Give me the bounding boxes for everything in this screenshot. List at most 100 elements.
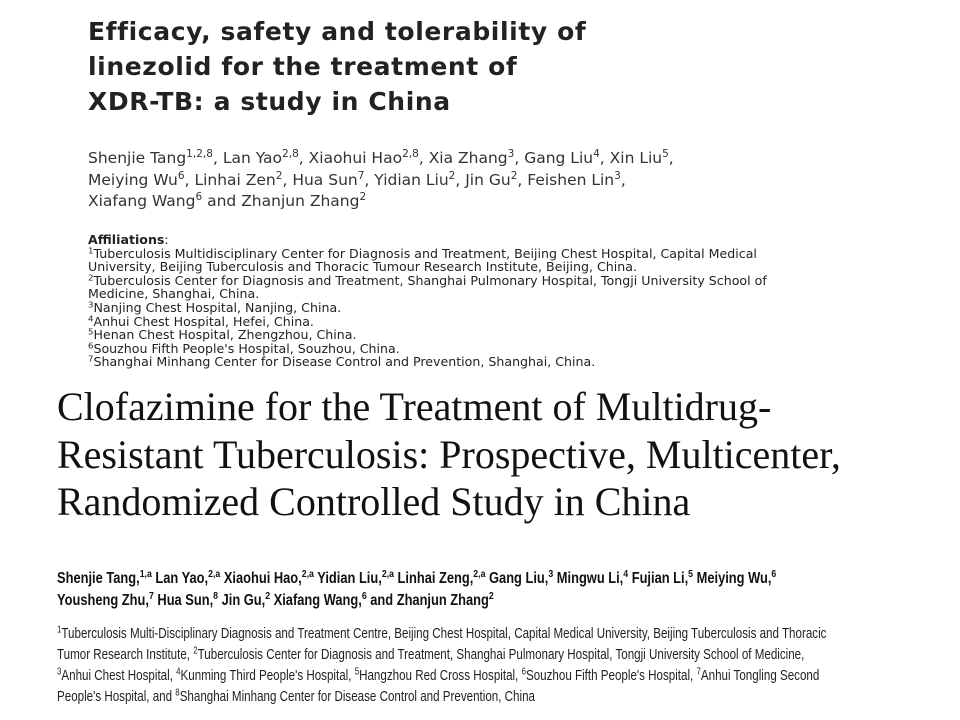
author: Xia Zhang3, bbox=[429, 149, 525, 167]
affiliation-marker: 4 bbox=[623, 568, 629, 581]
affiliation-text: Medicine, Shanghai, China. bbox=[88, 287, 260, 302]
title-line: XDR-TB: a study in China bbox=[88, 87, 451, 116]
separator: , bbox=[298, 149, 309, 167]
paper1-affiliations: Affiliations: 1Tuberculosis Multidiscipli… bbox=[88, 233, 960, 370]
author-name: Meiying Wu, bbox=[696, 570, 772, 587]
author: Xin Liu5, bbox=[610, 149, 674, 167]
affiliation-marker: 2,a bbox=[473, 568, 486, 581]
affiliation-number: 5 bbox=[88, 326, 94, 337]
paper2-affiliations: 1Tuberculosis Multi-Disciplinary Diagnos… bbox=[57, 624, 937, 708]
affiliation-marker: 5 bbox=[688, 568, 694, 581]
affiliation-marker: 2,8 bbox=[402, 148, 419, 161]
affiliation-line: 7Shanghai Minhang Center for Disease Con… bbox=[88, 353, 960, 370]
paper1-authors: Shenjie Tang1,2,8, Lan Yao2,8, Xiaohui H… bbox=[88, 148, 888, 213]
affiliation-marker: 7 bbox=[357, 169, 365, 182]
affiliation-text: Tuberculosis Multidisciplinary Center fo… bbox=[93, 246, 757, 261]
affiliation-marker: 6 bbox=[177, 169, 185, 182]
affiliation-line: Tumor Research Institute, 2Tuberculosis … bbox=[57, 645, 937, 666]
author: Lan Yao,2,a bbox=[155, 568, 223, 587]
affiliation-text: University, Beijing Tuberculosis and Tho… bbox=[88, 260, 637, 275]
author: Meiying Wu6, bbox=[88, 169, 195, 189]
affiliation-line: 3Anhui Chest Hospital, 4Kunming Third Pe… bbox=[57, 666, 937, 687]
affiliation-number: 2 bbox=[88, 272, 94, 283]
author-name: Feishen Lin bbox=[527, 170, 615, 189]
author-line: Shenjie Tang1,2,8, Lan Yao2,8, Xiaohui H… bbox=[88, 148, 888, 170]
author: Jin Gu2, bbox=[465, 169, 527, 188]
separator: , bbox=[599, 149, 610, 167]
colon: : bbox=[164, 233, 169, 247]
affiliation-marker: 4 bbox=[593, 148, 600, 161]
affiliation-text: Shanghai Minhang Center for Disease Cont… bbox=[179, 689, 535, 705]
affiliation-marker: 2,a bbox=[208, 568, 221, 581]
author: Zhanjun Zhang2 bbox=[241, 192, 366, 210]
title-line: Clofazimine for the Treatment of Multidr… bbox=[57, 384, 772, 429]
author-name: Xiafang Wang bbox=[88, 192, 196, 210]
affiliation-number: 4 bbox=[88, 313, 94, 324]
separator: , bbox=[620, 170, 626, 189]
affiliation-marker: 3 bbox=[614, 169, 621, 182]
author-name: Xiaohui Hao, bbox=[223, 570, 302, 587]
affiliation-number: 2 bbox=[193, 645, 198, 657]
author: Fujian Li,5 bbox=[632, 568, 697, 587]
author-name: Gang Liu, bbox=[489, 570, 549, 587]
author-name: Gang Liu bbox=[524, 149, 594, 167]
affiliation-marker: 6 bbox=[361, 590, 367, 603]
author-name: Meiying Wu bbox=[88, 170, 178, 189]
affiliation-line: 6Souzhou Fifth People's Hospital, Souzho… bbox=[88, 341, 960, 357]
author: Yidian Liu2, bbox=[374, 170, 465, 189]
author-name: Zhanjun Zhang bbox=[241, 192, 360, 210]
author-name: Lan Yao bbox=[222, 149, 283, 167]
author: Yousheng Zhu,7 bbox=[57, 591, 157, 609]
affiliation-line: 2Tuberculosis Center for Diagnosis and T… bbox=[88, 272, 960, 289]
affiliation-text: Kunming Third People's Hospital, bbox=[180, 668, 355, 684]
affiliations-label: Affiliations bbox=[88, 233, 165, 247]
affiliation-marker: 3 bbox=[507, 148, 515, 161]
separator: , bbox=[282, 170, 293, 189]
author: Gang Liu4, bbox=[524, 149, 609, 167]
paper1-title: Efficacy, safety and tolerability of line… bbox=[88, 14, 788, 119]
author-name: Yousheng Zhu, bbox=[57, 592, 149, 609]
affiliation-line: University, Beijing Tuberculosis and Tho… bbox=[88, 260, 960, 275]
author: Hua Sun,8 bbox=[157, 590, 221, 609]
author: Shenjie Tang,1,a bbox=[57, 569, 155, 587]
author: Yidian Liu,2,a bbox=[317, 569, 397, 587]
affiliation-marker: 2 bbox=[510, 169, 518, 182]
affiliation-text: Souzhou Fifth People's Hospital, bbox=[525, 668, 697, 684]
affiliation-text: People's Hospital, and bbox=[57, 689, 176, 705]
title-line: Efficacy, safety and tolerability of bbox=[88, 17, 587, 46]
author-line: Meiying Wu6, Linhai Zen2, Hua Sun7, Yidi… bbox=[88, 170, 888, 192]
affiliation-number: 3 bbox=[57, 666, 62, 678]
author-line: Yousheng Zhu,7 Hua Sun,8 Jin Gu,2 Xiafan… bbox=[57, 590, 960, 612]
affiliation-text: Shanghai Minhang Center for Disease Cont… bbox=[93, 355, 596, 370]
author-name: Xin Liu bbox=[609, 149, 663, 167]
affiliation-line: 1Tuberculosis Multidisciplinary Center f… bbox=[88, 245, 960, 262]
author-name: Yidian Liu bbox=[374, 170, 449, 189]
separator: , bbox=[184, 170, 195, 189]
author: Xiafang Wang,6 bbox=[274, 590, 371, 609]
affiliation-line: People's Hospital, and 8Shanghai Minhang… bbox=[57, 687, 937, 708]
affiliation-marker: 6 bbox=[195, 191, 203, 204]
affiliation-marker: 2,8 bbox=[282, 148, 299, 161]
affiliation-text: Tuberculosis Center for Diagnosis and Tr… bbox=[197, 647, 805, 663]
author: Shenjie Tang1,2,8, bbox=[88, 149, 223, 167]
affiliation-marker: 2 bbox=[265, 590, 271, 603]
author: Xiafang Wang6 and bbox=[88, 192, 241, 210]
author: Linhai Zen2, bbox=[194, 170, 293, 189]
author: and Zhanjun Zhang2 bbox=[370, 590, 494, 609]
affiliation-number: 7 bbox=[88, 353, 94, 364]
author-name: Linhai Zen bbox=[194, 170, 276, 189]
affiliation-marker: 3 bbox=[548, 568, 554, 581]
affiliation-line: Medicine, Shanghai, China. bbox=[88, 288, 960, 302]
affiliation-marker: 1,2,8 bbox=[186, 148, 213, 161]
affiliation-marker: 8 bbox=[213, 590, 219, 603]
affiliation-marker: 2 bbox=[488, 590, 494, 603]
author-name: Linhai Zeng, bbox=[397, 570, 474, 587]
affiliation-text: Henan Chest Hospital, Zhengzhou, China. bbox=[93, 328, 357, 343]
affiliation-line: 4Anhui Chest Hospital, Hefei, China. bbox=[88, 313, 960, 330]
author: Xiaohui Hao2,8, bbox=[309, 149, 429, 167]
affiliation-number: 1 bbox=[88, 245, 94, 256]
author-name: Xia Zhang bbox=[428, 149, 508, 167]
separator: , bbox=[212, 149, 223, 167]
affiliation-number: 3 bbox=[88, 299, 94, 310]
affiliation-marker: 2,a bbox=[301, 568, 314, 581]
